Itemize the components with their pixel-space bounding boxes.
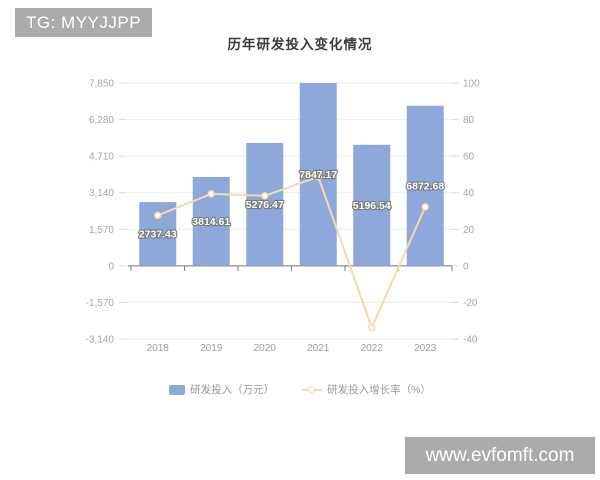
- bar-value-label-2020: 5276.47: [246, 199, 284, 211]
- line-point-2021[interactable]: [314, 173, 322, 181]
- bar-2020[interactable]: [246, 142, 284, 266]
- left-axis-tick-label: 4,710: [89, 152, 114, 163]
- right-axis-tick-label: 20: [463, 225, 475, 236]
- left-axis-tick-label: 1,570: [89, 225, 114, 236]
- left-axis-tick-label: -1,570: [86, 298, 115, 309]
- line-point-2023[interactable]: [421, 203, 429, 211]
- right-axis-tick-label: -40: [463, 335, 478, 346]
- bar-series-swatch-icon: [169, 384, 186, 395]
- left-axis-tick-label: 3,140: [89, 188, 114, 199]
- legend-label-bar-series: 研发投入（万元）: [190, 384, 275, 396]
- chart-title: 历年研发投入变化情况: [227, 37, 373, 52]
- bar-value-label-2022: 5196.54: [353, 200, 391, 212]
- legend-item-bar-series[interactable]: 研发投入（万元）: [169, 382, 274, 397]
- left-axis-tick-label: -3,140: [86, 335, 115, 346]
- left-axis-tick-label: 7,850: [89, 79, 114, 90]
- line-point-2019[interactable]: [207, 190, 215, 198]
- line-point-2020[interactable]: [261, 192, 269, 200]
- line-series-swatch-dot-icon: [308, 386, 316, 393]
- bar-value-label-2018: 2737.43: [139, 228, 177, 240]
- x-axis-category-label-2018: 2018: [147, 343, 170, 354]
- legend-label-line-series: 研发投入增长率（%）: [327, 384, 431, 396]
- line-point-2022[interactable]: [368, 323, 376, 332]
- line-point-2018[interactable]: [154, 211, 162, 220]
- right-axis-tick-label: 100: [463, 79, 480, 90]
- growth-rate-line: [157, 175, 427, 329]
- x-axis-category-label-2022: 2022: [361, 343, 384, 354]
- left-axis-tick-label: 6,280: [89, 115, 114, 126]
- right-axis-tick-label: 60: [463, 152, 475, 163]
- x-axis-category-label-2020: 2020: [254, 343, 277, 354]
- bar-value-label-2019: 3814.61: [192, 216, 230, 228]
- chart-legend: 研发投入（万元） 研发投入增长率（%）: [0, 382, 600, 397]
- bar-2023[interactable]: [406, 105, 444, 266]
- x-axis-category-label-2023: 2023: [414, 343, 437, 354]
- left-axis-tick-label: 0: [108, 261, 114, 272]
- x-axis-category-label-2019: 2019: [200, 343, 223, 354]
- line-series-swatch-icon: [302, 386, 323, 393]
- bar-value-label-2023: 6872.68: [406, 180, 444, 192]
- legend-item-line-series[interactable]: 研发投入增长率（%）: [302, 382, 431, 397]
- bar-value-label-2021: 7847.17: [299, 169, 337, 181]
- bar-2022[interactable]: [353, 144, 391, 266]
- right-axis-tick-label: 0: [463, 261, 469, 272]
- x-axis-category-label-2021: 2021: [307, 343, 330, 354]
- right-axis-tick-label: -20: [463, 298, 478, 309]
- watermark-telegram-badge: TG: MYYJJPP: [15, 8, 153, 37]
- right-axis-tick-label: 80: [463, 115, 475, 126]
- right-axis-tick-label: 40: [463, 188, 475, 199]
- watermark-website-badge: www.evfomft.com: [405, 437, 595, 474]
